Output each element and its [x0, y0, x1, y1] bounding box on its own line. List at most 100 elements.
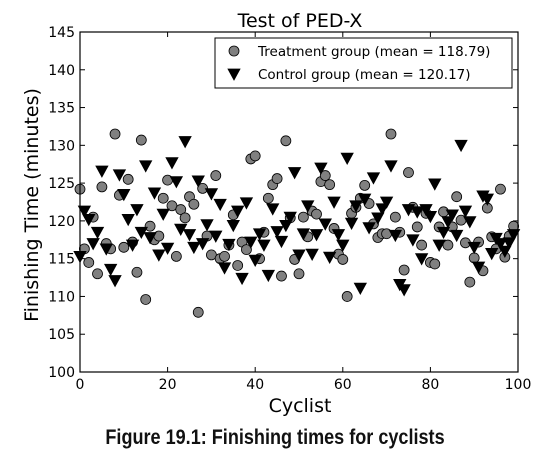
control-point [270, 226, 284, 239]
control-point [266, 203, 280, 216]
treatment-point [140, 294, 152, 305]
control-point [169, 176, 184, 189]
control-point [397, 284, 411, 297]
treatment-point [276, 270, 287, 282]
control-point [432, 239, 446, 252]
control-point [152, 249, 166, 262]
treatment-point [109, 128, 121, 140]
control-point [344, 217, 359, 230]
treatment-point [241, 244, 252, 256]
x-tick-label: 100 [505, 377, 532, 393]
control-point [314, 162, 328, 175]
treatment-point [192, 306, 204, 318]
treatment-point [96, 181, 108, 193]
control-point [121, 213, 135, 227]
y-tick-label: 115 [48, 252, 75, 268]
y-tick-label: 130 [48, 138, 75, 154]
treatment-point [403, 167, 414, 178]
control-point [458, 205, 473, 218]
control-point [86, 238, 100, 251]
control-point [187, 241, 201, 255]
treatment-point [175, 204, 187, 215]
control-point [480, 193, 495, 206]
treatment-point [210, 170, 222, 181]
legend-marker [227, 68, 241, 81]
control-point [309, 229, 324, 242]
treatment-point [83, 257, 95, 268]
control-point [318, 218, 332, 231]
control-point [103, 263, 118, 277]
control-point [147, 187, 162, 200]
control-series [73, 136, 521, 297]
y-tick-label: 110 [48, 289, 75, 305]
treatment-series [74, 128, 520, 318]
y-tick-label: 145 [48, 25, 75, 41]
control-point [182, 229, 197, 242]
treatment-point [442, 239, 454, 251]
control-point [292, 249, 306, 262]
control-point [349, 200, 363, 213]
control-point [235, 272, 249, 286]
y-tick-label: 140 [48, 63, 75, 79]
control-point [231, 205, 245, 218]
control-point [450, 229, 464, 243]
control-point [384, 160, 398, 173]
control-point [279, 220, 293, 233]
treatment-point [135, 134, 147, 146]
x-tick-label: 80 [421, 377, 439, 393]
treatment-point [92, 268, 103, 280]
control-point [358, 193, 372, 206]
control-point [502, 237, 516, 250]
control-point [506, 229, 521, 242]
control-point [156, 208, 170, 221]
y-tick-label: 100 [48, 365, 75, 381]
control-point [467, 241, 481, 255]
control-point [200, 219, 214, 232]
data-points [73, 128, 521, 318]
x-tick-label: 60 [334, 377, 352, 393]
treatment-point [324, 179, 336, 191]
control-point [423, 210, 438, 224]
control-point [362, 222, 376, 235]
control-point [222, 238, 236, 252]
control-point [217, 262, 232, 275]
treatment-point [468, 252, 480, 264]
control-point [371, 212, 385, 225]
control-point [375, 203, 389, 216]
treatment-point [359, 179, 371, 191]
control-point [445, 209, 459, 222]
control-point [117, 189, 131, 202]
treatment-point [122, 173, 134, 185]
treatment-point [429, 258, 441, 270]
control-point [239, 197, 254, 210]
control-point [112, 169, 127, 182]
control-point [226, 220, 240, 233]
control-point [366, 172, 381, 185]
control-point [248, 254, 262, 268]
treatment-point [170, 250, 182, 262]
treatment-point [271, 173, 283, 184]
x-tick-label: 40 [246, 377, 264, 393]
control-point [252, 228, 267, 241]
chart-title: Test of PED-X [237, 10, 363, 32]
x-axis-label: Cyclist [269, 395, 332, 417]
treatment-point [464, 276, 476, 288]
axis-ticks: 0 20 40 60 80 100 100 105 110 115 120 125 130 135 140 1… [48, 25, 531, 393]
control-point [498, 245, 512, 258]
y-tick-label: 105 [48, 327, 75, 343]
control-point [99, 243, 113, 256]
control-point [327, 196, 341, 209]
control-point [130, 204, 144, 217]
control-point [493, 238, 508, 251]
control-point [257, 239, 271, 252]
control-point [379, 196, 394, 209]
control-point [301, 200, 315, 213]
y-tick-label: 125 [48, 176, 75, 192]
control-point [454, 139, 468, 153]
control-point [213, 198, 227, 212]
treatment-point [249, 150, 261, 162]
treatment-point [293, 268, 305, 280]
control-point [209, 230, 223, 243]
treatment-point [157, 192, 169, 204]
control-point [287, 167, 302, 180]
